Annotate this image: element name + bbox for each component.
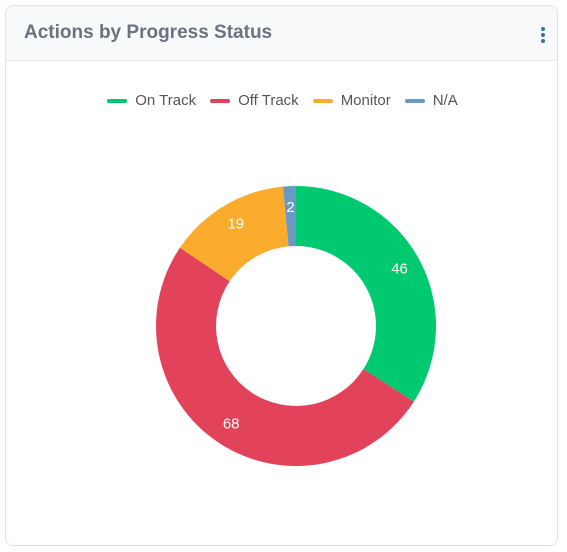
chart: 46 68 19 2	[156, 186, 437, 466]
data-label: 2	[286, 199, 294, 216]
legend-label: Off Track	[238, 92, 299, 109]
data-label: 19	[227, 215, 244, 232]
legend-swatch	[404, 98, 425, 103]
legend-swatch	[312, 98, 333, 103]
donut-slice	[296, 186, 437, 402]
menu-icon[interactable]	[6, 6, 558, 60]
legend-item[interactable]: On Track	[107, 92, 196, 109]
data-label: 46	[391, 260, 408, 277]
donut-slice	[179, 186, 289, 282]
data-label: 68	[223, 416, 240, 433]
legend-item[interactable]: N/A	[404, 92, 458, 109]
legend-item[interactable]: Off Track	[210, 92, 299, 109]
chart-title: Actions by Progress Status	[24, 22, 273, 43]
legend-swatch	[210, 98, 231, 103]
donut-slice	[156, 247, 414, 466]
legend-label: On Track	[135, 92, 197, 109]
card-header: Actions by Progress Status	[6, 6, 557, 61]
legend-item[interactable]: Monitor	[312, 92, 391, 109]
card: Actions by Progress Status On Track Off T…	[5, 5, 558, 546]
legend-label: Monitor	[340, 92, 391, 109]
legend-label: N/A	[432, 92, 458, 109]
legend: On Track Off Track Monitor N/A	[6, 92, 557, 109]
donut-slice	[282, 186, 296, 247]
legend-swatch	[107, 98, 128, 103]
